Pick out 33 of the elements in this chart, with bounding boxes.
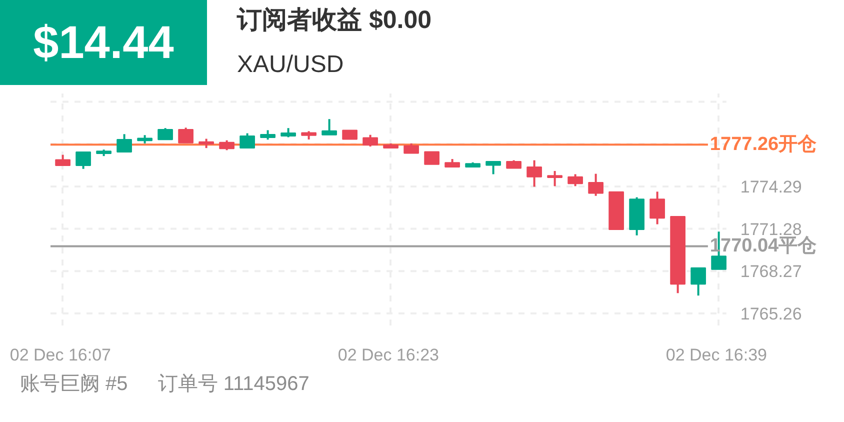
candlestick (158, 127, 173, 141)
candlestick (76, 150, 91, 170)
candlestick (362, 134, 378, 148)
x-tick-label: 02 Dec 16:39 (666, 346, 768, 364)
candlestick (198, 138, 214, 150)
candlestick (690, 266, 706, 297)
candlestick (568, 173, 583, 188)
candlestick (240, 132, 255, 150)
candlestick (55, 154, 70, 166)
candlestick (526, 159, 542, 188)
chart-subtitle: 订阅者收益 $0.00 (237, 4, 432, 36)
candlestick (486, 160, 501, 176)
y-tick-label: 1765.26 (740, 304, 802, 324)
candlestick (322, 118, 337, 136)
candlestick (588, 172, 604, 197)
ref-line-label: 1777.26开仓 (710, 134, 818, 156)
text: 账号巨阙 #5 (20, 372, 128, 397)
y-tick-label: 1774.29 (740, 177, 802, 196)
text: XAU/USD (237, 50, 345, 80)
candlestick (547, 170, 562, 188)
y-tick-label: 1768.27 (740, 262, 802, 282)
candlestick (650, 190, 665, 226)
title: $14.44 (0, 0, 207, 85)
text: 订单号 11145967 (158, 372, 310, 397)
candlestick (424, 151, 440, 165)
candlestick (116, 133, 132, 153)
x-tick-label: 02 Dec 16:23 (338, 346, 440, 364)
x-tick-label: 02 Dec 16:07 (10, 346, 112, 364)
candlestick (219, 139, 234, 152)
candlestick (178, 126, 194, 144)
candlestick (280, 127, 296, 138)
candlestick (260, 129, 276, 141)
candlestick (404, 142, 419, 154)
